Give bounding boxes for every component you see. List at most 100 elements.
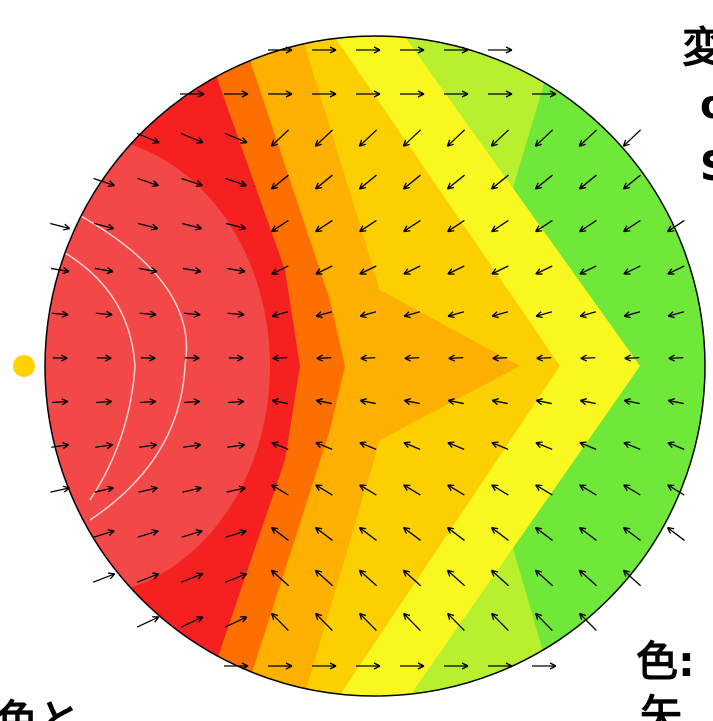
wind-arrow (268, 90, 293, 98)
wind-arrow (271, 484, 289, 496)
wind-arrow (136, 616, 160, 628)
wind-arrow (536, 354, 552, 362)
wind-arrow (137, 529, 159, 538)
wind-arrow (314, 174, 333, 190)
wind-arrow (488, 662, 513, 670)
wind-arrow (622, 174, 641, 190)
wind-arrow (314, 129, 334, 147)
wind-arrow (139, 310, 157, 318)
wind-arrow (622, 569, 642, 587)
wind-arrow (312, 90, 337, 98)
wind-arrow (667, 311, 685, 319)
wind-arrow (184, 354, 200, 362)
wind-arrow (667, 398, 684, 406)
wind-arrow (180, 90, 205, 98)
wind-arrow (491, 441, 509, 450)
label: 色: (636, 637, 695, 686)
wind-arrow (579, 219, 597, 233)
wind-arrow (447, 219, 465, 233)
wind-arrow (315, 441, 333, 450)
wind-arrow (224, 616, 248, 628)
wind-arrow (667, 441, 685, 450)
wind-arrow (446, 526, 465, 541)
wind-arrow (358, 526, 377, 541)
wind-arrow (51, 310, 69, 318)
wind-arrow (623, 441, 641, 450)
wind-arrow (315, 219, 333, 233)
wind-arrow (94, 267, 114, 275)
wind-arrow (315, 398, 332, 406)
wind-arrow (224, 132, 248, 144)
wind-arrow (359, 265, 377, 275)
wind-arrow (623, 265, 641, 275)
wind-arrow (535, 265, 553, 275)
wind-arrow (271, 398, 288, 406)
wind-arrow (400, 662, 425, 670)
wind-arrow (448, 354, 464, 362)
planet-outline (44, 35, 706, 697)
wind-arrow (270, 612, 289, 632)
wind-arrow (578, 526, 597, 541)
wind-arrow (667, 265, 685, 275)
wind-arrow (403, 441, 421, 450)
wind-arrow (403, 311, 421, 319)
wind-arrow (356, 90, 381, 98)
wind-arrow (359, 441, 377, 450)
wind-arrow (447, 311, 465, 319)
wind-arrow (402, 526, 421, 541)
wind-arrow (579, 265, 597, 275)
wind-arrow (491, 265, 509, 275)
wind-arrow (181, 177, 203, 188)
wind-arrow (226, 485, 246, 493)
label: S (700, 144, 713, 190)
wind-arrow (182, 222, 203, 231)
wind-arrow (272, 354, 288, 362)
wind-arrow (268, 662, 293, 670)
contour-line (59, 249, 136, 501)
wind-arrow (226, 222, 247, 231)
wind-arrow (623, 219, 641, 233)
wind-arrow (181, 529, 203, 538)
wind-arrow (403, 484, 421, 496)
wind-arrow (447, 484, 465, 496)
wind-arrow (137, 177, 159, 188)
wind-arrow (667, 219, 685, 233)
wind-arrow (358, 612, 377, 632)
wind-arrow (579, 311, 597, 319)
region-light-red (45, 136, 270, 596)
wind-arrow (180, 616, 204, 628)
label: σ (700, 82, 713, 128)
wind-arrow (93, 529, 115, 538)
wind-arrow (447, 398, 464, 406)
wind-arrow (402, 569, 422, 587)
wind-arrow (224, 572, 248, 583)
wind-arrow (444, 90, 469, 98)
wind-arrow (360, 354, 376, 362)
wind-arrow (94, 485, 114, 493)
wind-arrow (182, 267, 202, 275)
wind-arrow (490, 174, 509, 190)
wind-arrow (138, 485, 158, 493)
wind-arrow (268, 46, 293, 54)
wind-arrow (491, 398, 508, 406)
wind-arrow (400, 90, 425, 98)
wind-arrow (579, 441, 597, 450)
contour-line (69, 209, 188, 521)
wind-arrow (579, 398, 596, 406)
wind-arrow (228, 398, 245, 406)
wind-arrow (358, 129, 378, 147)
wind-arrow (403, 219, 421, 233)
wind-arrow (535, 311, 553, 319)
wind-arrow (447, 441, 465, 450)
wind-arrow (138, 267, 158, 275)
wind-arrow (534, 569, 554, 587)
wind-arrow (183, 442, 202, 450)
wind-arrow (271, 311, 289, 319)
wind-arrow (312, 46, 337, 54)
wind-arrow (668, 354, 684, 362)
wind-arrow (224, 90, 249, 98)
wind-arrow (446, 174, 465, 190)
wind-arrow (227, 310, 245, 318)
wind-arrow (532, 90, 557, 98)
wind-arrow (227, 442, 246, 450)
